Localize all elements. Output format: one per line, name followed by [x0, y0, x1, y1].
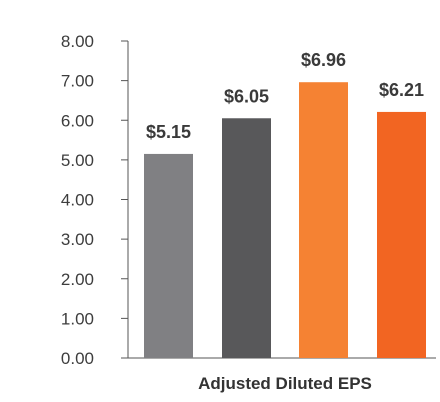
y-tick-label: 8.00 [61, 32, 94, 51]
y-tick-label: 2.00 [61, 270, 94, 289]
y-tick-label: 3.00 [61, 230, 94, 249]
bar-4 [377, 111, 426, 359]
data-labels-group: $5.15 $6.05 $6.96 $6.21 [146, 50, 424, 142]
bar-2 [222, 118, 271, 358]
y-tick-label: 5.00 [61, 151, 94, 170]
x-axis-title: Adjusted Diluted EPS [198, 374, 372, 393]
bar-value-label-2: $6.05 [224, 86, 269, 106]
bar-value-label-3: $6.96 [301, 50, 346, 70]
y-tick-label: 0.00 [61, 349, 94, 368]
bar-3 [299, 82, 348, 359]
y-tick-label: 4.00 [61, 191, 94, 210]
bar-1 [144, 153, 193, 358]
bars-group [144, 82, 426, 359]
y-tick-label: 1.00 [61, 309, 94, 328]
y-tick-label: 6.00 [61, 111, 94, 130]
bar-value-label-1: $5.15 [146, 122, 191, 142]
y-axis-ticks: 0.00 1.00 2.00 3.00 4.00 5.00 6.00 7.00 8.00 [61, 32, 128, 368]
y-tick-label: 7.00 [61, 72, 94, 91]
bar-value-label-4: $6.21 [379, 80, 424, 100]
